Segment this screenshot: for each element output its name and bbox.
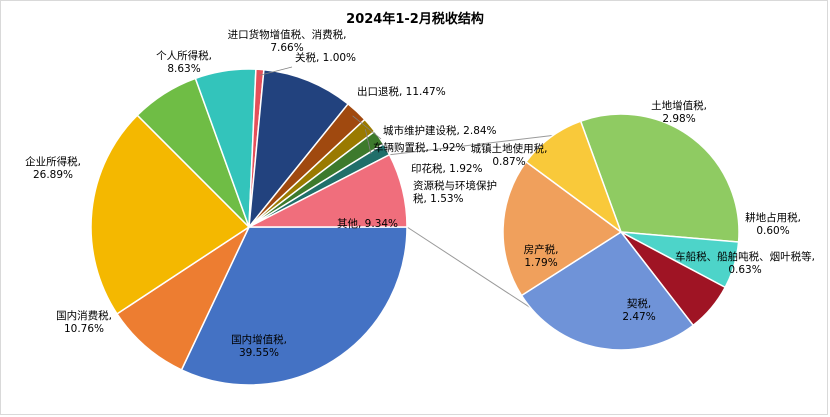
slice-e59bbde58685e6b688e8b4b9e7a88e [115, 224, 251, 371]
slice-e587bae58fa3e98080e7a88e [248, 68, 350, 230]
data-label-e585b3e7a88e: 关税, 1.00% [295, 51, 356, 64]
connector-line-1 [389, 134, 554, 156]
slice-e59bbde58685e5a29ee580bce7a88e [180, 226, 408, 386]
connector-line-2 [406, 226, 531, 309]
data-label-e688bfe4baa7e7a88e: 房产税, 1.79% [524, 243, 559, 269]
data-label-e585b6e4bb96: 其他, 9.34% [337, 217, 398, 230]
data-label-e8b584e6ba90e7a88ee4b88ee78eafe5a283e4bf: 资源税与环境保护税, 1.53% [413, 179, 497, 205]
data-label-e5a591e7a88e: 契税, 2.47% [622, 297, 655, 323]
data-label-e587bae58fa3e98080e7a88e: 出口退税, 11.47% [357, 85, 446, 98]
data-label-e8bf9be58fa3e8b4a7e789a9e5a29ee580bce7a8: 进口货物增值税、消费税, 7.66% [228, 28, 347, 54]
leader-line-1 [259, 66, 293, 76]
data-label-e88095e59cb0e58da0e794a8e7a88e: 耕地占用税, 0.60% [745, 211, 801, 237]
data-label-e8bda6e888b9e7a88ee38081e888b9e888b6e590: 车船税、船舶吨税、烟叶税等, 0.63% [675, 250, 815, 276]
slice-e585b6e4bb96 [248, 153, 408, 228]
leader-line-2 [352, 115, 382, 140]
connector-lines [389, 134, 554, 309]
data-label-e59f8ee99587e59c9fe59cb0e4bdbfe794a8e7a8: 城镇土地使用税, 0.87% [471, 142, 548, 168]
data-label-e4bc81e4b89ae68980e5be97e7a88e: 企业所得税, 26.89% [25, 155, 81, 181]
slice-e5a591e7a88e [520, 230, 695, 351]
slice-e4bc81e4b89ae68980e5be97e7a88e [90, 114, 251, 315]
data-label-e59bbde58685e5a29ee580bce7a88e: 国内增值税, 39.55% [231, 333, 287, 359]
data-labels: 国内增值税, 39.55% 国内消费税, 10.76% 企业所得税, 26.89% 个人所得… [25, 28, 815, 359]
data-label-e59f8ee5b882e7bbb4e68aa4e5bbbae8aebee7a8: 城市维护建设税, 2.84% [383, 124, 497, 137]
slice-e59f8ee99587e59c9fe59cb0e4bdbfe794a8e7a8 [525, 120, 623, 235]
data-label-e59c9fe59cb0e5a29ee580bce7a88e: 土地增值税, 2.98% [651, 99, 707, 125]
data-label-e59bbde58685e6b688e8b4b9e7a88e: 国内消费税, 10.76% [56, 309, 112, 335]
chart-title: 2024年1-2月税收结构 [346, 11, 484, 27]
slice-e688bfe4baa7e7a88e [502, 160, 623, 297]
slice-e59c9fe59cb0e5a29ee580bce7a88e [579, 113, 740, 243]
leader-line-3 [364, 129, 372, 155]
data-label-e8bda6e8be86e8b4ade7bdaee7a88e: 车辆购置税, 1.92% [373, 141, 466, 154]
data-label-e58db0e88ab1e7a88e: 印花税, 1.92% [411, 162, 483, 175]
sub-pie [502, 113, 740, 351]
data-label-e4b8aae4babae68980e5be97e7a88e: 个人所得税, 8.63% [156, 49, 212, 75]
